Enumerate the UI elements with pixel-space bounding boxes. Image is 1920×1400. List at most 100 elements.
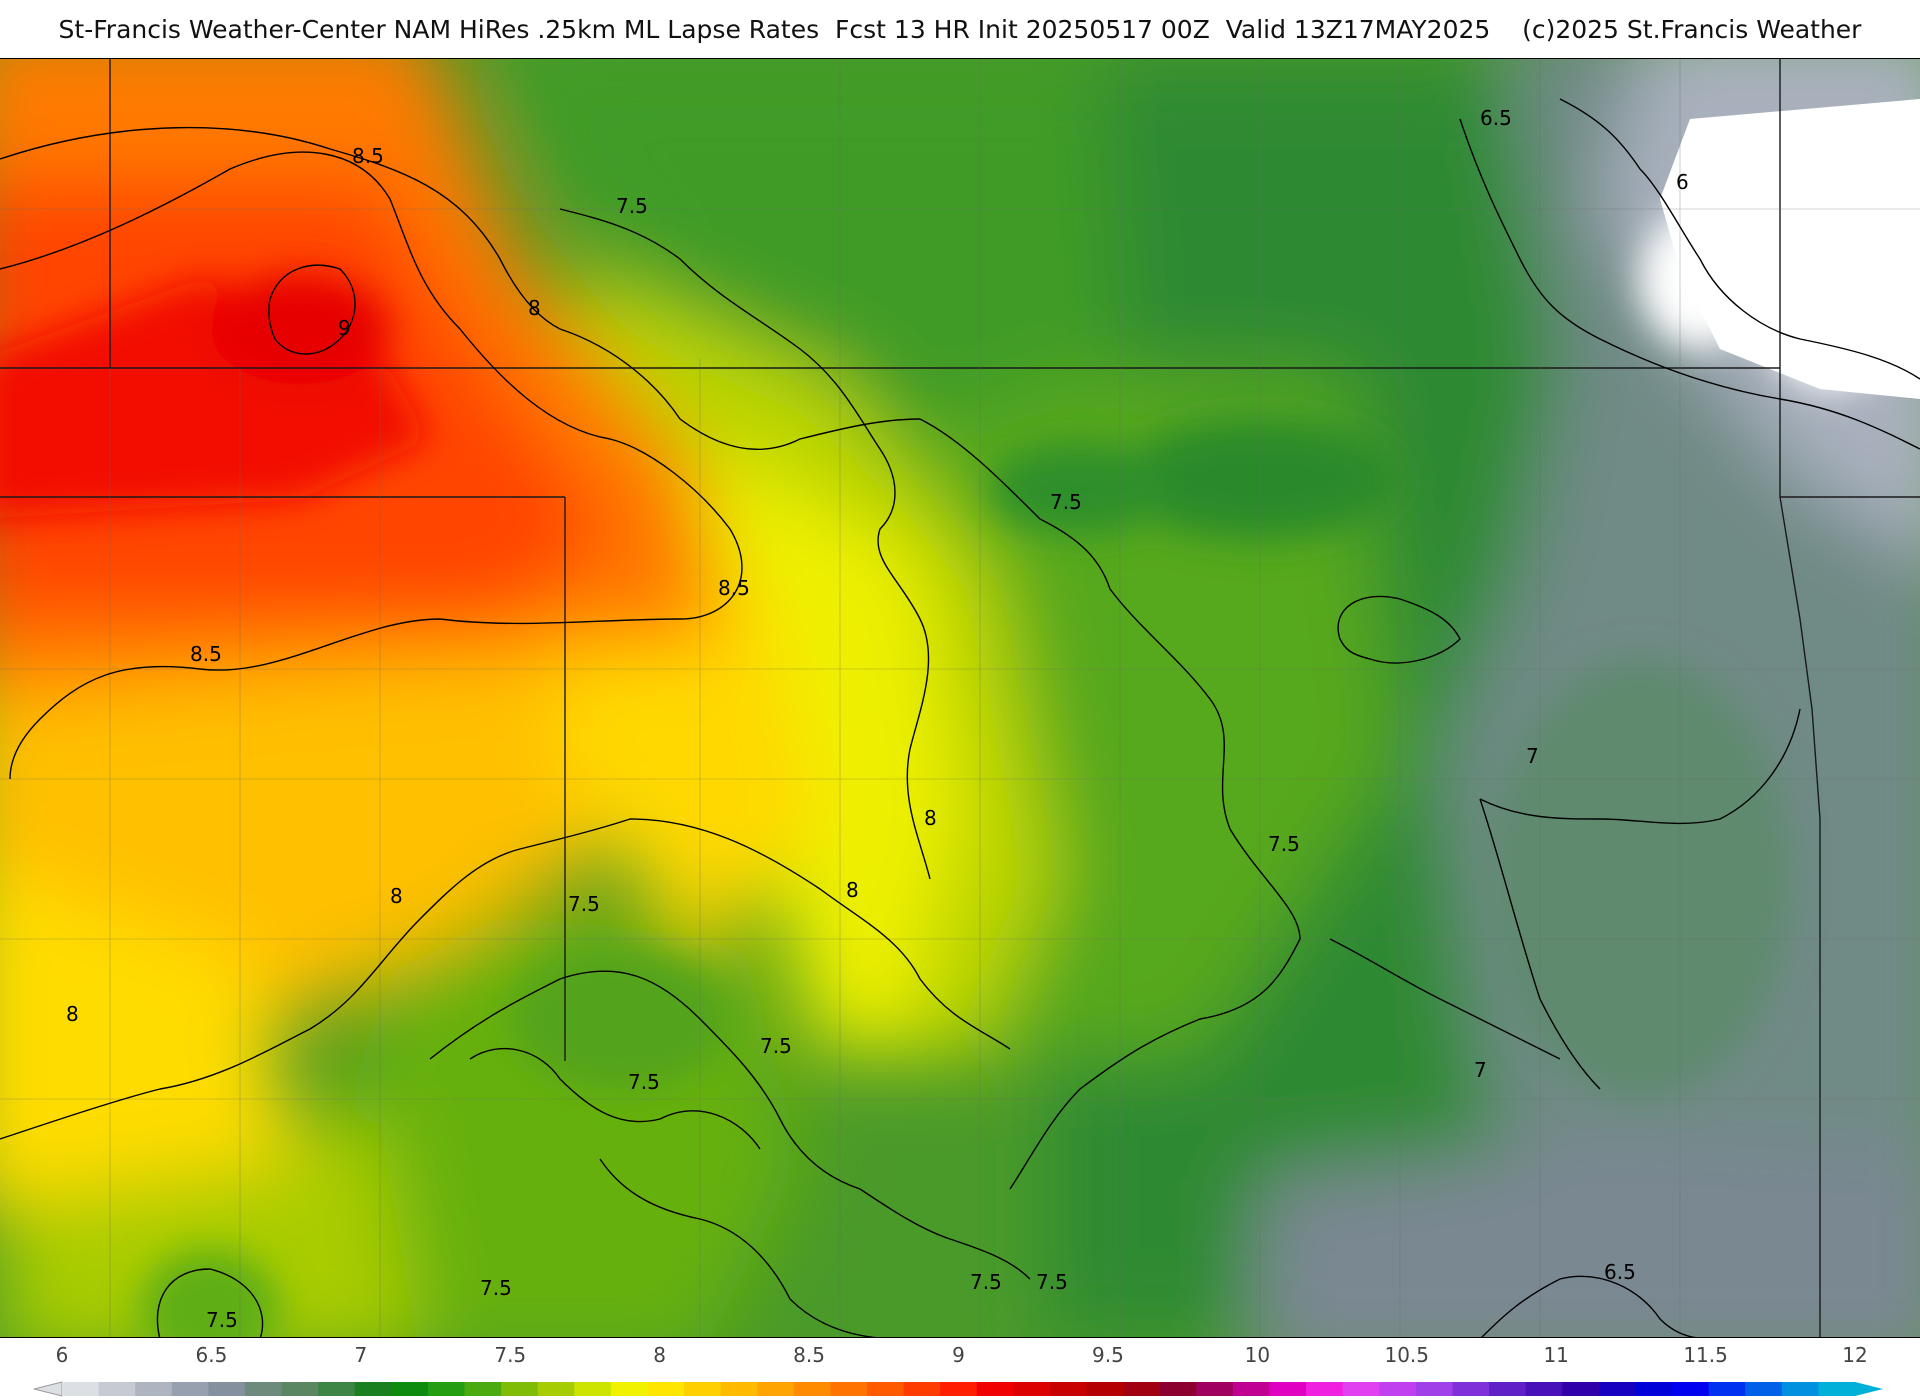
legend-swatch [574,1382,612,1396]
contour-label: 7 [1474,1058,1487,1082]
contour-label: 9 [338,316,351,340]
legend-tick-label: 8.5 [793,1343,825,1367]
legend-swatch [464,1382,502,1396]
legend-swatch [135,1382,173,1396]
contour-label: 8.5 [352,144,384,168]
contour-label: 8 [924,806,937,830]
legend-swatch [1159,1382,1197,1396]
legend-swatch [98,1382,136,1396]
contour-label: 7.5 [760,1034,792,1058]
legend-swatch [757,1382,795,1396]
legend-tick-label: 12 [1842,1343,1867,1367]
legend-swatch [1415,1382,1454,1396]
map-frame: 8.5 9 8 7.5 8.5 8.5 8 8 8 8 7.5 7.5 7.5 … [0,58,1920,1338]
contour-label-layer: 8.5 9 8 7.5 8.5 8.5 8 8 8 8 7.5 7.5 7.5 … [66,106,1689,1332]
legend-swatch [1123,1382,1161,1396]
legend-swatch [62,1382,100,1396]
legend-svg: 6 6.5 7 7.5 8 8.5 9 9.5 10 10.5 11 11.5 12 [33,1343,1883,1397]
legend-tick-label: 7 [354,1343,367,1367]
contour-label: 7 [1526,744,1539,768]
legend-swatch [244,1382,283,1396]
legend-swatch [1708,1382,1746,1396]
legend-tick-label: 11.5 [1683,1343,1728,1367]
legend-swatch [391,1382,429,1396]
contour-label: 7.5 [568,892,600,916]
legend-arrow-low [33,1381,63,1397]
contour-label: 8 [390,884,403,908]
contour-label: 8 [846,878,859,902]
legend-tick-label: 7.5 [494,1343,526,1367]
contour-label: 8.5 [718,576,750,600]
legend-swatch [1306,1382,1344,1396]
contour-label: 8 [528,296,541,320]
contour-label: 7.5 [1268,832,1300,856]
legend-swatch [720,1382,758,1396]
county-lines [0,59,1920,1337]
legend-swatch [1013,1382,1051,1396]
contour-label: 7.5 [206,1308,238,1332]
legend-swatch [501,1382,539,1396]
legend-swatch [1562,1382,1600,1396]
color-scale-legend: 6 6.5 7 7.5 8 8.5 9 9.5 10 10.5 11 11.5 12 [0,1338,1920,1400]
legend-swatch [684,1382,722,1396]
map-title: St-Francis Weather-Center NAM HiRes .25k… [58,14,1862,44]
legend-swatch [610,1382,649,1396]
lapse-rate-map: 8.5 9 8 7.5 8.5 8.5 8 8 8 8 7.5 7.5 7.5 … [0,59,1920,1337]
legend-swatch [1232,1382,1271,1396]
legend-swatch [1635,1382,1673,1396]
legend-color-bar [33,1381,1883,1397]
legend-swatch [1452,1382,1490,1396]
contour-label: 7.5 [970,1270,1002,1294]
legend-swatch [208,1382,246,1396]
legend-swatch [1269,1382,1307,1396]
legend-swatch [1598,1382,1637,1396]
contour-label: 7.5 [480,1276,512,1300]
legend-swatch [1342,1382,1380,1396]
contour-label: 6.5 [1604,1260,1636,1284]
legend-swatch [1781,1382,1820,1396]
legend-tick-label: 9.5 [1092,1343,1124,1367]
contour-label: 8.5 [190,642,222,666]
white-area [1660,99,1920,399]
legend-swatch [1086,1382,1124,1396]
legend-swatch [1196,1382,1234,1396]
contour-label: 7.5 [616,194,648,218]
legend-tick-label: 10 [1245,1343,1270,1367]
legend-swatch [1745,1382,1783,1396]
contour-lines [0,98,1920,1337]
contour-label: 7.5 [1036,1270,1068,1294]
contour-label: 7.5 [628,1070,660,1094]
legend-swatch [940,1382,978,1396]
contour-label: 7.5 [1050,490,1082,514]
legend-swatch [171,1382,209,1396]
contour-label: 6 [1676,170,1689,194]
contour-label: 6.5 [1480,106,1512,130]
legend-swatch [793,1382,832,1396]
title-bar: St-Francis Weather-Center NAM HiRes .25k… [0,0,1920,58]
legend-swatch [281,1382,319,1396]
legend-tick-label: 6 [56,1343,69,1367]
legend-swatch [976,1382,1014,1396]
legend-swatch [867,1382,905,1396]
legend-swatch [537,1382,575,1396]
legend-swatch [1818,1382,1856,1396]
legend-swatch [354,1382,392,1396]
legend-swatch [1672,1382,1710,1396]
legend-swatch [1525,1382,1563,1396]
legend-swatch [1379,1382,1417,1396]
legend-swatch [830,1382,868,1396]
legend-swatch [647,1382,685,1396]
legend-arrow-high [1855,1382,1883,1396]
legend-ticks: 6 6.5 7 7.5 8 8.5 9 9.5 10 10.5 11 11.5 12 [56,1343,1868,1367]
legend-tick-label: 8 [653,1343,666,1367]
legend-swatch [1489,1382,1527,1396]
legend-tick-label: 9 [952,1343,965,1367]
legend-swatch [318,1382,356,1396]
contour-label: 8 [66,1002,79,1026]
legend-swatch [427,1382,466,1396]
legend-tick-label: 11 [1543,1343,1568,1367]
legend-swatch [1049,1382,1088,1396]
legend-tick-label: 6.5 [196,1343,228,1367]
legend-swatch [903,1382,941,1396]
legend-tick-label: 10.5 [1384,1343,1429,1367]
